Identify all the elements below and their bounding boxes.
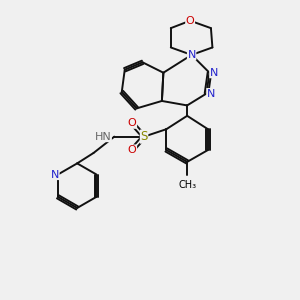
Text: O: O: [128, 145, 136, 155]
Text: O: O: [186, 16, 194, 26]
Text: HN: HN: [94, 132, 111, 142]
Text: N: N: [188, 50, 196, 60]
Text: N: N: [51, 169, 59, 179]
Text: S: S: [140, 130, 148, 143]
Text: O: O: [128, 118, 136, 128]
Text: N: N: [210, 68, 218, 78]
Text: CH₃: CH₃: [178, 180, 196, 190]
Text: N: N: [207, 88, 215, 98]
